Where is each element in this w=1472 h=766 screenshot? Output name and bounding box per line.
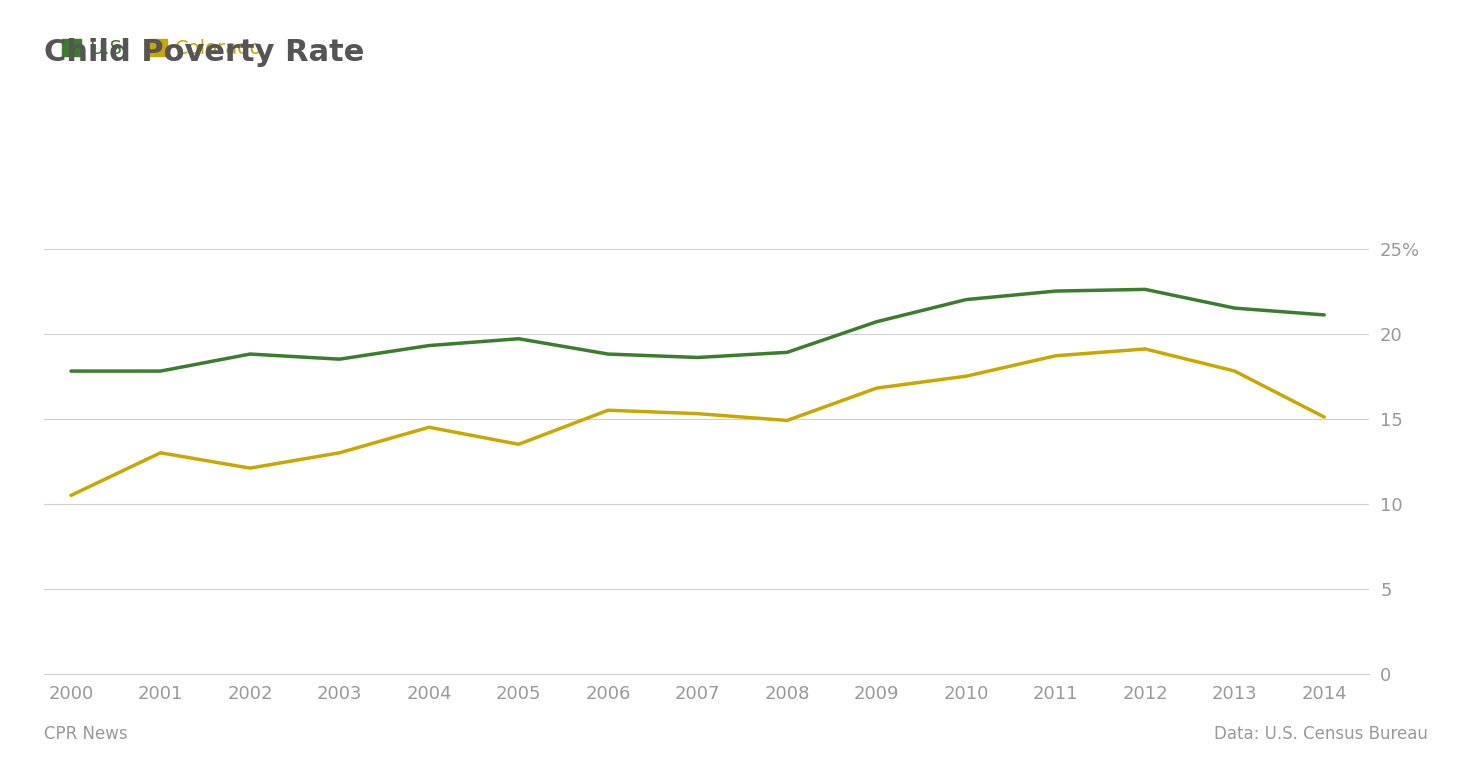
Text: Child Poverty Rate: Child Poverty Rate [44,38,365,67]
Text: Data: U.S. Census Bureau: Data: U.S. Census Bureau [1214,725,1428,743]
Text: CPR News: CPR News [44,725,128,743]
Legend: U.S., Colorado: U.S., Colorado [54,31,269,66]
